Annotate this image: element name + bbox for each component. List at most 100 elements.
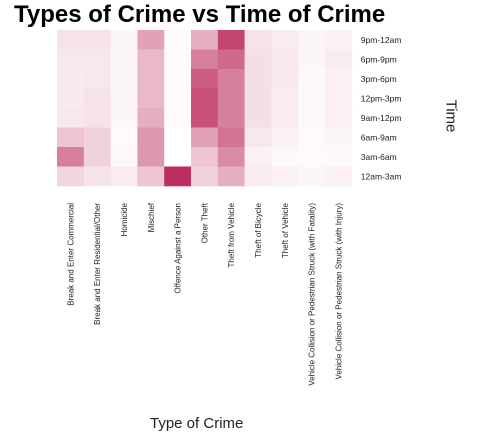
x-tick-label: Offence Against a Person [174,203,183,294]
y-tick-label: 6pm-9pm [361,54,397,64]
heatmap-cell [110,49,138,70]
heatmap-cell [325,147,353,167]
x-axis-title: Type of Crime [150,415,244,432]
heatmap-cell [191,88,219,109]
heatmap-cell [325,30,353,50]
heatmap-cell [217,69,245,89]
heatmap-cell [191,127,219,148]
x-tick-labels: Break and Enter Commercial Break and Ente… [66,202,343,386]
heatmap-cell [191,147,219,167]
heatmap-cell [164,30,192,50]
y-tick-label: 12pm-3pm [361,93,402,103]
heatmap-cell [57,166,85,187]
y-tick-label: 9am-12pm [361,113,402,123]
heatmap-cell [244,30,272,50]
heatmap-cell [298,147,326,167]
heatmap-cell [271,166,299,187]
x-tick-label: Theft of Bicycle [254,202,263,257]
heatmap-cell [164,108,192,128]
heatmap-cell [83,88,111,109]
y-axis-title: Time [442,99,460,133]
heatmap-cells [57,30,353,187]
x-tick-label: Break and Enter Residential/Other [93,203,102,325]
heatmap-cell [325,69,353,89]
heatmap-cell [191,166,219,187]
heatmap-cell [137,49,165,70]
heatmap-cell [57,127,85,148]
y-tick-label: 3pm-6pm [361,74,397,84]
heatmap-cell [110,166,138,187]
y-tick-label: 12am-3am [361,171,402,181]
heatmap-cell [164,88,192,109]
heatmap-cell [57,69,85,89]
heatmap-cell [217,30,245,50]
heatmap-cell [137,127,165,148]
heatmap-cell [110,108,138,128]
heatmap-cell [137,166,165,187]
heatmap-cell [57,30,85,50]
heatmap-cell [164,166,192,187]
heatmap-cell [83,69,111,89]
heatmap-cell [191,69,219,89]
heatmap-cell [244,147,272,167]
heatmap-cell [298,30,326,50]
heatmap-cell [57,88,85,109]
x-tick-label: Homicide [120,202,129,236]
heatmap-cell [298,108,326,128]
heatmap-cell [325,127,353,148]
heatmap-cell [271,30,299,50]
heatmap-cell [244,49,272,70]
heatmap-cell [110,88,138,109]
heatmap-cell [191,108,219,128]
heatmap-cell [191,30,219,50]
heatmap-cell [298,127,326,148]
heatmap-cell [57,108,85,128]
x-tick-label: Theft of Vehicle [281,202,290,258]
heatmap-cell [325,88,353,109]
heatmap-cell [325,166,353,187]
heatmap-cell [191,49,219,70]
heatmap-cell [244,108,272,128]
heatmap-cell [271,69,299,89]
heatmap-cell [217,49,245,70]
y-tick-label: 9pm-12am [361,35,402,45]
heatmap-cell [271,147,299,167]
x-tick-label: Theft from Vehicle [227,202,236,267]
heatmap-cell [217,88,245,109]
heatmap-cell [83,147,111,167]
heatmap-cell [83,30,111,50]
heatmap-cell [217,147,245,167]
heatmap-cell [244,69,272,89]
heatmap-cell [298,166,326,187]
y-tick-labels: 9pm-12am 6pm-9pm 3pm-6pm 12pm-3pm 9am-12pm 6a… [361,35,402,182]
heatmap-cell [137,108,165,128]
heatmap-cell [110,30,138,50]
heatmap-cell [137,69,165,89]
y-axis-title-wrap: Time [440,96,462,136]
heatmap-cell [164,49,192,70]
heatmap-cell [325,108,353,128]
heatmap-cell [244,88,272,109]
heatmap-cell [110,147,138,167]
x-tick-label: Vehicle Collision or Pedestrian Struck (… [308,203,317,386]
heatmap-cell [271,127,299,148]
x-tick-label: Mischief [147,202,156,232]
heatmap-cell [325,49,353,70]
heatmap-cell [217,127,245,148]
heatmap-cell [164,69,192,89]
heatmap-cell [271,88,299,109]
heatmap-cell [110,69,138,89]
heatmap-cell [57,147,85,167]
heatmap-cell [110,127,138,148]
heatmap-cell [137,147,165,167]
chart-title: Types of Crime vs Time of Crime [14,1,386,28]
x-tick-label: Vehicle Collision or Pedestrian Struck (… [334,203,343,380]
heatmap-cell [83,49,111,70]
heatmap-cell [217,108,245,128]
x-tick-label: Break and Enter Commercial [66,203,75,306]
heatmap-cell [83,127,111,148]
heatmap-cell [83,166,111,187]
heatmap-cell [217,166,245,187]
heatmap-cell [271,108,299,128]
